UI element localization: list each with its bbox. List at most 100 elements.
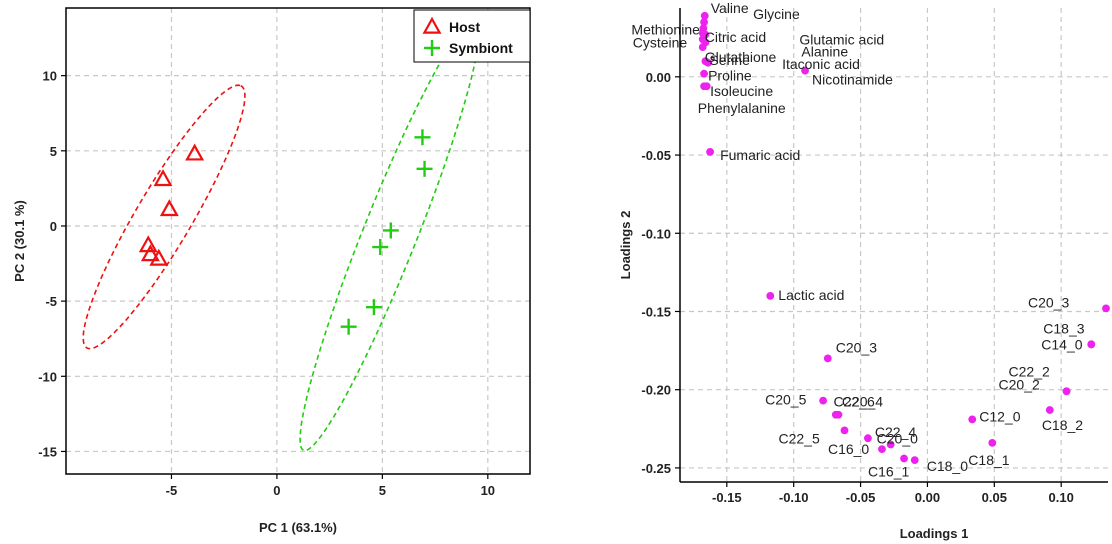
loading-point	[1045, 406, 1054, 414]
loading-point-label: C20_0	[877, 430, 918, 446]
loading-point-label: Valine	[711, 0, 749, 16]
loading-point-label: C18_2	[1042, 417, 1083, 433]
loadings-x-tick-label: 0.10	[1049, 490, 1074, 505]
loadings-axes	[679, 8, 1108, 483]
loading-point-label: Citric acid	[705, 29, 766, 45]
symbiont-point	[416, 160, 433, 177]
loading-point-label: C20_5	[765, 392, 806, 408]
pca-y-tick-label: -15	[38, 444, 57, 459]
loading-point-label: C20_4	[842, 394, 883, 410]
pca-grid	[66, 8, 530, 474]
pca-y-tick-label: 5	[50, 144, 57, 159]
pca-x-axis-label: PC 1 (63.1%)	[259, 520, 337, 535]
loading-point-label: C18_0	[927, 458, 968, 474]
loading-point	[700, 11, 709, 20]
loading-point-label: Isoleucine	[710, 83, 773, 99]
loadings-ticks: -0.15 -0.10 -0.05 0.00 0.05 0.10 0.00 -0.05 -0.1…	[641, 70, 1073, 505]
loading-point	[702, 82, 711, 91]
loading-point	[819, 396, 828, 405]
pca-confidence-ellipses	[82, 18, 481, 452]
loading-point	[823, 354, 832, 363]
loadings-x-tick-label: -0.15	[712, 490, 742, 505]
loading-point-label: Serine	[709, 52, 750, 68]
symbiont-point	[382, 222, 399, 239]
loading-point	[700, 18, 708, 26]
legend-symbiont-symbol	[424, 40, 440, 56]
host-point	[149, 248, 169, 266]
loadings-y-axis-label: Loadings 2	[618, 211, 633, 280]
loadings-y-tick-label: -0.05	[641, 148, 671, 163]
loadings-x-axis-label: Loadings 1	[900, 526, 969, 541]
pca-x-tick-label: 5	[379, 483, 386, 498]
legend-box	[413, 9, 531, 63]
loading-point-label: Methionine	[631, 21, 700, 37]
pca-points	[138, 129, 433, 335]
loading-point-label: C22_6	[833, 394, 874, 410]
pca-ticks: -5 0 5 10 -15 -10 -5 0 5 10	[38, 69, 495, 498]
loadings-grid	[680, 8, 1108, 482]
loading-point-label: C16_1	[868, 464, 909, 480]
loadings-x-tick-label: 0.00	[915, 490, 940, 505]
loading-point-label: C22_5	[779, 430, 820, 446]
loading-point-label: Proline	[708, 68, 752, 84]
loading-point	[1087, 340, 1096, 349]
loadings-plot: Valine Glycine Methionine Citric acid Glutam…	[618, 0, 1110, 541]
loading-point	[988, 438, 997, 447]
loading-point	[864, 434, 872, 443]
loading-point-label: C20_2	[999, 376, 1040, 392]
pca-y-axis-label: PC 2 (30.1 %)	[12, 200, 27, 282]
loadings-x-tick-label: 0.05	[982, 490, 1007, 505]
loadings-y-tick-label: -0.20	[641, 383, 671, 398]
loading-point-label: Glutamic acid	[799, 32, 884, 48]
loading-point	[1062, 387, 1071, 396]
legend-host-symbol	[422, 16, 442, 34]
loading-point	[968, 415, 977, 424]
loading-point-label: C20_3	[1028, 294, 1069, 310]
loading-point-label: Alanine	[801, 43, 848, 59]
loadings-y-tick-label: 0.00	[646, 70, 671, 85]
pca-plot-frame	[65, 7, 531, 475]
loading-point-label: Lactic acid	[778, 287, 844, 303]
legend-host-label: Host	[449, 19, 480, 35]
loading-point-label: Itaconic acid	[782, 56, 860, 72]
pca-y-tick-label: -10	[38, 369, 57, 384]
host-point	[185, 143, 205, 161]
host-point	[140, 244, 160, 262]
loadings-y-tick-label: -0.15	[641, 304, 671, 319]
pca-y-tick-label: 0	[50, 219, 57, 234]
loading-point	[801, 66, 809, 75]
loading-point	[706, 148, 714, 156]
loading-point-label: C20_3	[836, 339, 877, 355]
loading-point-label: C14_0	[1041, 336, 1082, 352]
loading-point-label: C22_2	[1009, 363, 1050, 379]
legend-symbiont-marker	[424, 40, 440, 56]
loadings-y-tick-label: -0.10	[641, 226, 671, 241]
symbiont-point	[365, 299, 382, 316]
loading-point-label: C12_0	[979, 408, 1020, 424]
loading-point-label: Fumaric acid	[720, 147, 800, 163]
pca-x-tick-label: -5	[166, 483, 178, 498]
loadings-y-tick-label: -0.25	[641, 461, 671, 476]
loading-point	[1102, 304, 1110, 313]
loadings-points	[698, 11, 1110, 464]
host-point	[159, 199, 179, 217]
loading-point-label: C18_1	[968, 452, 1009, 468]
symbiont-point	[414, 129, 431, 146]
loading-point	[886, 440, 895, 449]
pca-ellipse	[82, 84, 246, 350]
legend-host-marker	[422, 16, 442, 34]
loadings-point-labels: Valine Glycine Methionine Citric acid Glutam…	[631, 0, 1084, 480]
legend-symbiont-label: Symbiont	[449, 40, 513, 56]
pca-y-tick-label: 10	[43, 69, 57, 84]
pca-x-tick-label: 10	[481, 483, 495, 498]
loading-point-label: C18_3	[1043, 320, 1084, 336]
pca-legend: Host Symbiont	[413, 9, 531, 63]
pca-score-plot: -5 0 5 10 -15 -10 -5 0 5 10 PC 1 (63.1%) PC 2 (30…	[12, 7, 531, 535]
loading-point-label: Nicotinamide	[812, 72, 893, 88]
loading-point	[700, 69, 708, 78]
loading-point-label: C16_0	[828, 441, 869, 457]
loading-point-label: Glycine	[753, 6, 800, 22]
host-point	[153, 169, 173, 187]
loading-point	[840, 426, 849, 435]
